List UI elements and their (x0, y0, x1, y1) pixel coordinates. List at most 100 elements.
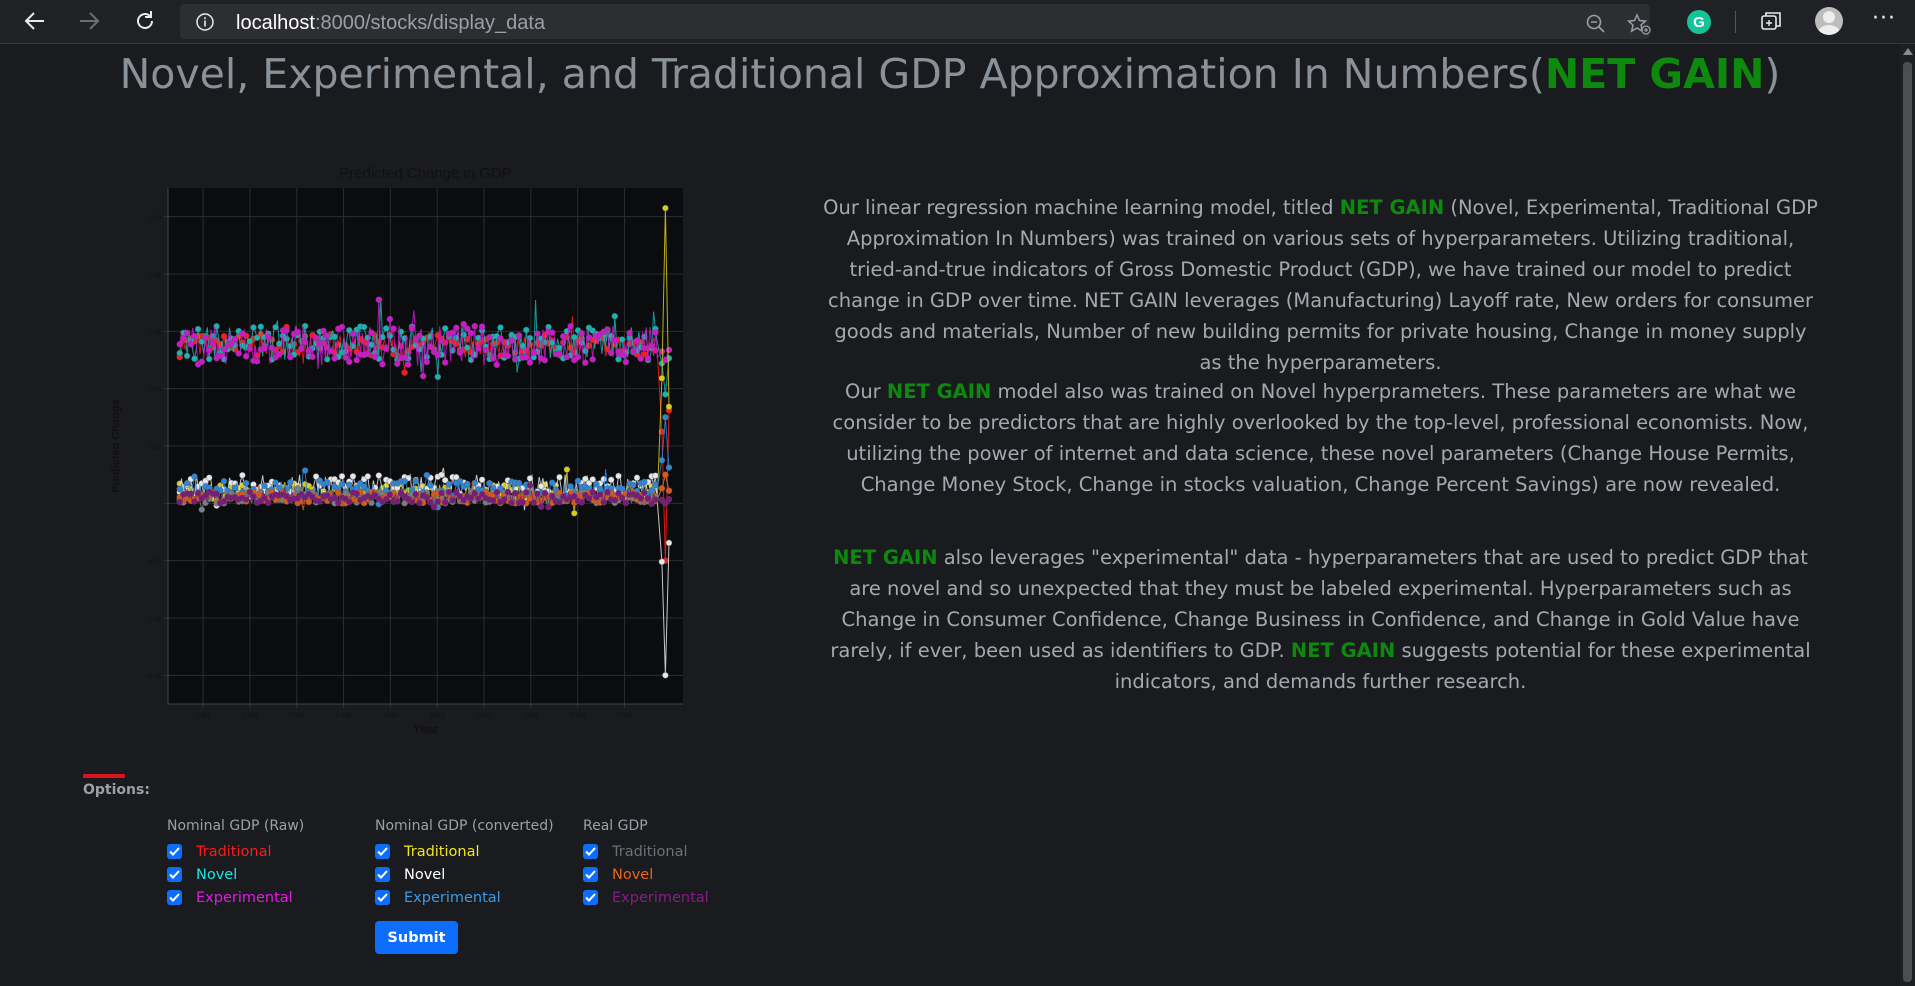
checkbox-checked-icon[interactable] (375, 890, 390, 905)
data-point (478, 323, 486, 330)
data-point (504, 352, 512, 360)
checkbox-checked-icon[interactable] (375, 844, 390, 859)
refresh-icon[interactable] (128, 6, 162, 36)
data-point (194, 489, 202, 497)
more-icon[interactable]: ··· (1872, 6, 1896, 31)
checkbox-checked-icon[interactable] (583, 844, 598, 859)
data-point (619, 485, 626, 493)
scroll-up-icon[interactable] (1903, 48, 1913, 55)
submit-button[interactable]: Submit (375, 921, 458, 954)
favorites-add-icon[interactable] (1626, 13, 1651, 35)
option-nominal-raw-experimental[interactable]: Experimental (167, 886, 304, 909)
data-point (191, 355, 198, 362)
data-point (371, 353, 379, 361)
option-label: Experimental (404, 889, 501, 906)
data-point (534, 490, 541, 497)
data-point (257, 323, 265, 330)
data-point (386, 491, 394, 498)
data-point (442, 477, 449, 484)
url-text[interactable]: localhost:8000/stocks/display_data (236, 12, 545, 35)
data-point (637, 355, 644, 362)
profile-avatar[interactable] (1815, 7, 1843, 35)
data-point (662, 500, 669, 507)
data-point (427, 499, 434, 506)
data-point (589, 476, 596, 483)
checkbox-checked-icon[interactable] (583, 867, 598, 882)
data-point (501, 496, 508, 503)
checkbox-checked-icon[interactable] (375, 867, 390, 882)
back-icon[interactable] (18, 6, 52, 36)
option-real-experimental[interactable]: Experimental (583, 886, 709, 909)
data-point (467, 329, 475, 337)
option-real-traditional[interactable]: Traditional (583, 840, 709, 863)
data-point (589, 356, 596, 363)
zoom-out-icon[interactable] (1585, 13, 1607, 33)
data-point (515, 332, 523, 340)
data-point (662, 672, 669, 679)
data-point (615, 472, 622, 480)
data-point (658, 457, 666, 464)
forward-icon[interactable] (72, 6, 106, 36)
url-host: localhost (236, 12, 315, 34)
data-point (526, 475, 534, 482)
data-point (423, 358, 430, 366)
page-title: Novel, Experimental, and Traditional GDP… (0, 50, 1900, 98)
data-point (250, 493, 257, 500)
data-point (449, 329, 456, 337)
scrollbar-thumb[interactable] (1903, 62, 1912, 982)
data-point (482, 346, 489, 354)
data-point (526, 482, 534, 489)
data-point (604, 489, 611, 496)
data-point (571, 493, 578, 500)
x-tick-label: 2,010 (383, 713, 399, 719)
address-bar[interactable]: localhost:8000/stocks/display_data (180, 4, 1651, 39)
data-point (346, 358, 353, 366)
checkbox-checked-icon[interactable] (583, 890, 598, 905)
checkbox-checked-icon[interactable] (167, 844, 182, 859)
data-point (648, 500, 655, 507)
data-point (456, 349, 464, 356)
data-point (578, 499, 585, 506)
data-point (467, 494, 475, 501)
collections-icon[interactable] (1758, 8, 1784, 34)
data-point (401, 369, 408, 376)
description-paragraph-2: Our NET GAIN model also was trained on N… (823, 376, 1818, 500)
page-title-suffix: ) (1764, 50, 1781, 98)
option-nominal-converted-traditional[interactable]: Traditional (375, 840, 554, 863)
data-point (633, 474, 641, 481)
data-point (401, 478, 408, 485)
data-point (379, 360, 386, 368)
data-point (416, 332, 423, 339)
data-point (423, 494, 430, 501)
data-point (368, 341, 375, 349)
data-point (209, 340, 217, 348)
data-point (512, 356, 519, 363)
page-title-text: Novel, Experimental, and Traditional GDP… (119, 50, 1545, 98)
grammarly-icon[interactable]: G (1687, 10, 1711, 34)
data-point (508, 499, 515, 506)
data-point (412, 477, 419, 485)
option-nominal-converted-novel[interactable]: Novel (375, 863, 554, 886)
data-point (294, 495, 301, 502)
data-point (515, 480, 523, 487)
option-nominal-raw-traditional[interactable]: Traditional (167, 840, 304, 863)
checkbox-checked-icon[interactable] (167, 867, 182, 882)
data-point (261, 482, 268, 489)
data-point (665, 539, 673, 547)
data-point (549, 479, 556, 486)
data-point (242, 480, 250, 487)
option-real-novel[interactable]: Novel (583, 863, 709, 886)
p2-brand: NET GAIN (886, 380, 992, 403)
checkbox-checked-icon[interactable] (167, 890, 182, 905)
chart-svg: Predicted Change in GDP Year Predicted Cha… (110, 165, 683, 736)
data-point (497, 335, 504, 342)
data-point (622, 358, 630, 366)
option-nominal-raw-novel[interactable]: Novel (167, 863, 304, 886)
data-point (323, 332, 331, 339)
data-point (394, 360, 401, 368)
data-point (641, 478, 648, 486)
info-icon[interactable] (196, 13, 214, 31)
data-point (294, 485, 301, 492)
option-nominal-converted-experimental[interactable]: Experimental (375, 886, 554, 909)
data-point (331, 494, 338, 502)
